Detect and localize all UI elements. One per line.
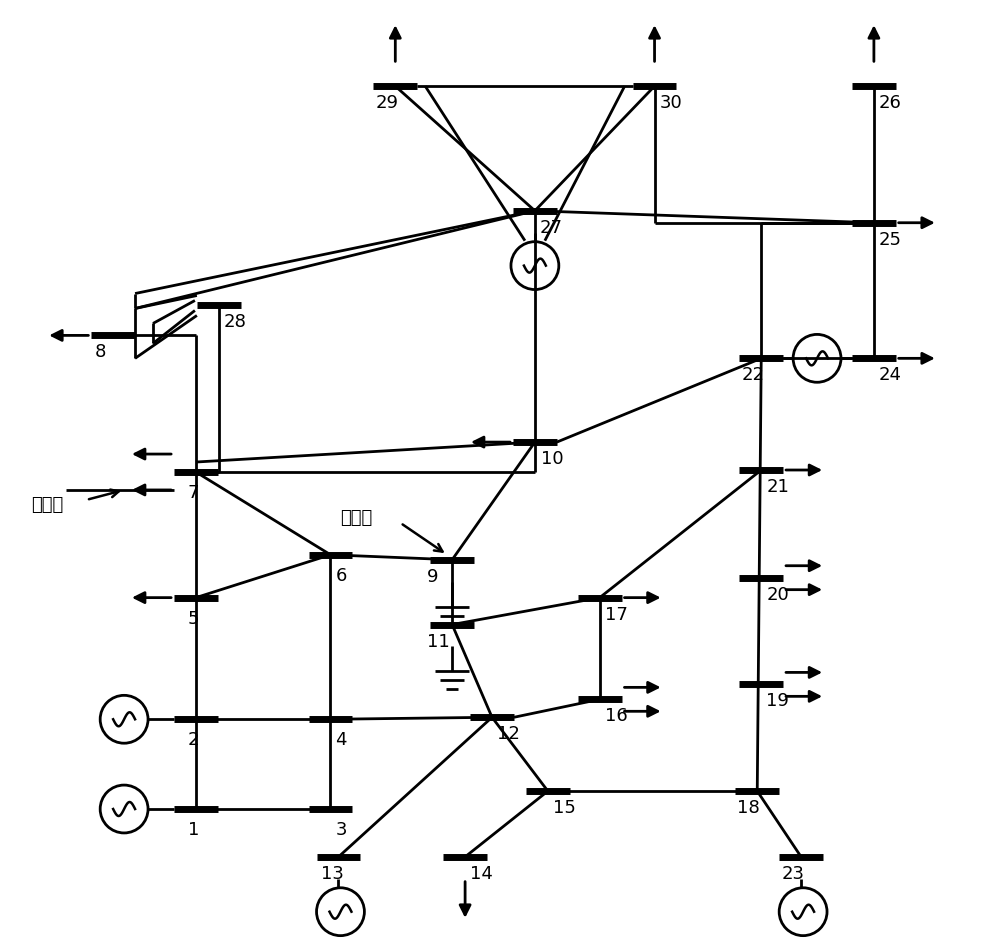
Text: 10: 10 [541, 450, 564, 468]
Text: 12: 12 [497, 726, 520, 744]
Text: 5: 5 [188, 609, 199, 627]
Text: 24: 24 [879, 366, 902, 384]
Text: 15: 15 [553, 799, 576, 817]
Text: 联络线: 联络线 [31, 496, 64, 514]
Text: 29: 29 [375, 94, 398, 113]
Text: 11: 11 [427, 633, 450, 651]
Text: 17: 17 [605, 605, 628, 623]
Text: 2: 2 [188, 731, 199, 749]
Text: 13: 13 [321, 865, 343, 883]
Text: 28: 28 [224, 313, 247, 331]
Text: 8: 8 [95, 343, 107, 361]
Text: 19: 19 [766, 692, 789, 710]
Text: 22: 22 [741, 366, 764, 384]
Text: 23: 23 [781, 865, 804, 883]
Text: 9: 9 [427, 568, 439, 586]
Text: 联络线: 联络线 [340, 509, 373, 527]
Text: 4: 4 [335, 731, 347, 749]
Text: 21: 21 [766, 478, 789, 496]
Text: 7: 7 [188, 484, 199, 502]
Text: 1: 1 [188, 821, 199, 839]
Text: 30: 30 [660, 94, 682, 113]
Text: 16: 16 [605, 708, 627, 726]
Text: 18: 18 [737, 799, 760, 817]
Text: 27: 27 [540, 219, 563, 236]
Text: 3: 3 [335, 821, 347, 839]
Text: 14: 14 [470, 865, 493, 883]
Text: 6: 6 [335, 567, 347, 585]
Text: 26: 26 [879, 94, 902, 113]
Text: 20: 20 [766, 586, 789, 604]
Text: 25: 25 [879, 231, 902, 249]
